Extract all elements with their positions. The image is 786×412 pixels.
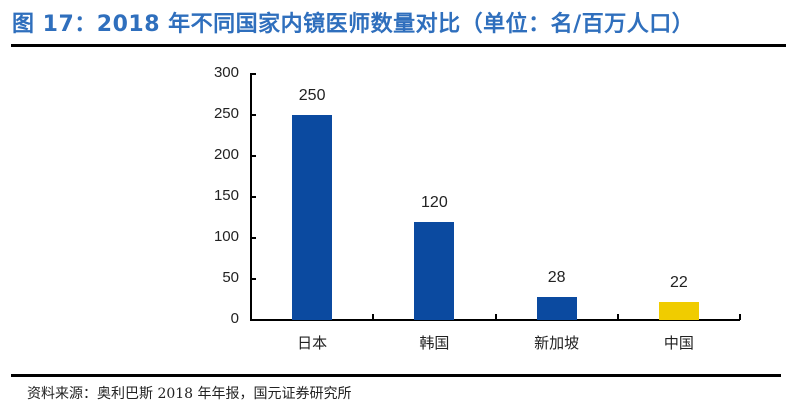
y-tick-label: 200 xyxy=(213,146,239,163)
y-tick xyxy=(251,114,256,116)
x-tick xyxy=(617,314,619,320)
figure-title: 图 17：2018 年不同国家内镜医师数量对比（单位：名/百万人口） xyxy=(12,12,695,37)
bar-2 xyxy=(414,221,455,320)
y-tick xyxy=(251,237,256,239)
y-tick-label: 0 xyxy=(230,310,239,327)
x-tick xyxy=(372,314,374,320)
bar-value-label: 28 xyxy=(547,269,566,287)
bar-4 xyxy=(658,301,699,320)
top-divider xyxy=(11,44,786,47)
x-category-label: 日本 xyxy=(297,334,328,352)
x-tick xyxy=(739,314,741,320)
y-tick-label: 250 xyxy=(213,105,239,122)
bar-chart: 0 50 100 150 200 250 300 250 日本 120 韩国 28 新加坡 22 中国 xyxy=(213,64,741,352)
y-tick-label: 150 xyxy=(213,187,239,204)
y-tick-label: 50 xyxy=(222,269,239,286)
bar-3 xyxy=(536,297,577,320)
x-tick xyxy=(495,314,497,320)
y-tick xyxy=(251,319,256,321)
y-tick-label: 300 xyxy=(213,64,239,81)
x-category-label: 中国 xyxy=(663,334,694,352)
y-tick xyxy=(251,155,256,157)
y-tick-label: 100 xyxy=(213,228,239,245)
bar-value-label: 120 xyxy=(421,193,448,211)
bar-value-label: 250 xyxy=(298,87,326,104)
x-category-label: 韩国 xyxy=(419,334,450,352)
bottom-divider xyxy=(11,374,781,377)
source-note: 资料来源：奥利巴斯 2018 年年报，国元证券研究所 xyxy=(27,386,352,402)
bar-value-label: 22 xyxy=(669,273,688,291)
y-tick xyxy=(251,278,256,280)
x-axis xyxy=(250,319,740,321)
x-category-label: 新加坡 xyxy=(534,334,580,352)
y-tick xyxy=(251,196,256,198)
y-tick xyxy=(251,73,256,75)
bar-1 xyxy=(292,115,333,320)
